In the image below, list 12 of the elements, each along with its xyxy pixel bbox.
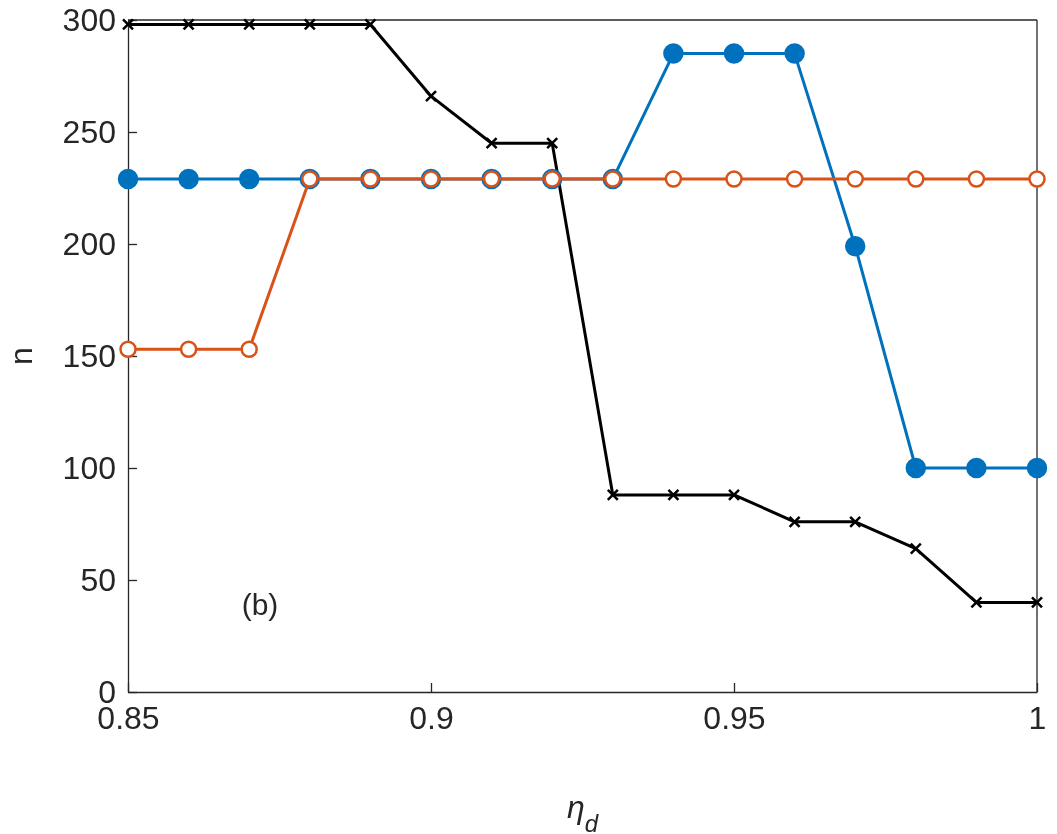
x-axis-title: η$_{d}$ bbox=[566, 789, 599, 834]
x-tick-label: 0.95 bbox=[703, 699, 766, 736]
annotation: (b) bbox=[241, 588, 279, 621]
y-tick-label: 200 bbox=[62, 225, 116, 262]
y-tick-label: 150 bbox=[62, 337, 116, 374]
y-tick-label: 300 bbox=[62, 1, 116, 38]
y-tick-label: 250 bbox=[62, 113, 116, 150]
x-tick-label: 0.9 bbox=[409, 699, 454, 736]
y-axis-title: n bbox=[3, 347, 39, 365]
y-tick-label: 50 bbox=[80, 561, 116, 598]
y-tick-label: 100 bbox=[62, 449, 116, 486]
x-tick-label: 1 bbox=[1028, 699, 1047, 736]
